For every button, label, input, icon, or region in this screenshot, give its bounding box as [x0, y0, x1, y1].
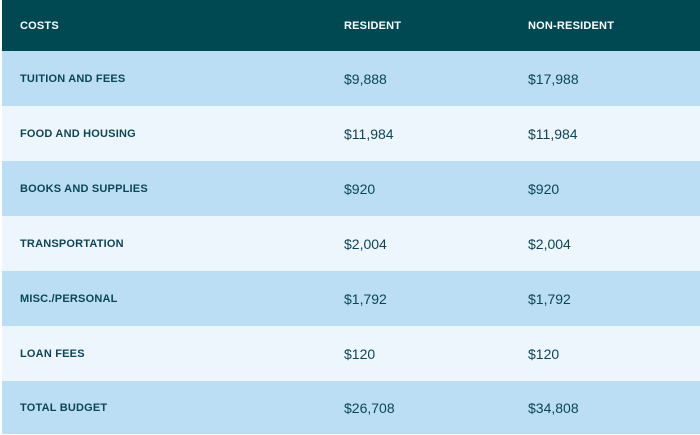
resident-cost: $26,708 [344, 399, 395, 416]
row-label: LOAN FEES [20, 347, 85, 360]
resident-cost: $920 [344, 180, 376, 197]
row-label: MISC./PERSONAL [20, 292, 118, 305]
table-row: FOOD AND HOUSING $11,984 $11,984 [2, 106, 700, 161]
table-row: LOAN FEES $120 $120 [2, 326, 700, 381]
table-row: BOOKS AND SUPPLIES $920 $920 [2, 161, 700, 216]
non-resident-cost: $1,792 [528, 290, 571, 307]
non-resident-cost: $920 [528, 180, 560, 197]
non-resident-cost: $17,988 [528, 70, 579, 87]
table-row: TOTAL BUDGET $26,708 $34,808 [2, 381, 700, 434]
header-non-resident: NON-RESIDENT [528, 19, 615, 32]
header-costs: COSTS [20, 19, 59, 32]
resident-cost: $120 [344, 345, 376, 362]
row-label: TUITION AND FEES [20, 72, 126, 85]
header-resident: RESIDENT [344, 19, 402, 32]
non-resident-cost: $34,808 [528, 399, 579, 416]
table-row: TUITION AND FEES $9,888 $17,988 [2, 51, 700, 106]
non-resident-cost: $120 [528, 345, 560, 362]
row-label: TOTAL BUDGET [20, 401, 108, 414]
non-resident-cost: $11,984 [528, 125, 578, 142]
table-row: MISC./PERSONAL $1,792 $1,792 [2, 271, 700, 326]
table-header-row: COSTS RESIDENT NON-RESIDENT [2, 0, 700, 51]
resident-cost: $2,004 [344, 235, 387, 252]
table-row: TRANSPORTATION $2,004 $2,004 [2, 216, 700, 271]
resident-cost: $9,888 [344, 70, 387, 87]
row-label: BOOKS AND SUPPLIES [20, 182, 148, 195]
row-label: TRANSPORTATION [20, 237, 124, 250]
resident-cost: $11,984 [344, 125, 394, 142]
resident-cost: $1,792 [344, 290, 387, 307]
non-resident-cost: $2,004 [528, 235, 571, 252]
row-label: FOOD AND HOUSING [20, 127, 136, 140]
